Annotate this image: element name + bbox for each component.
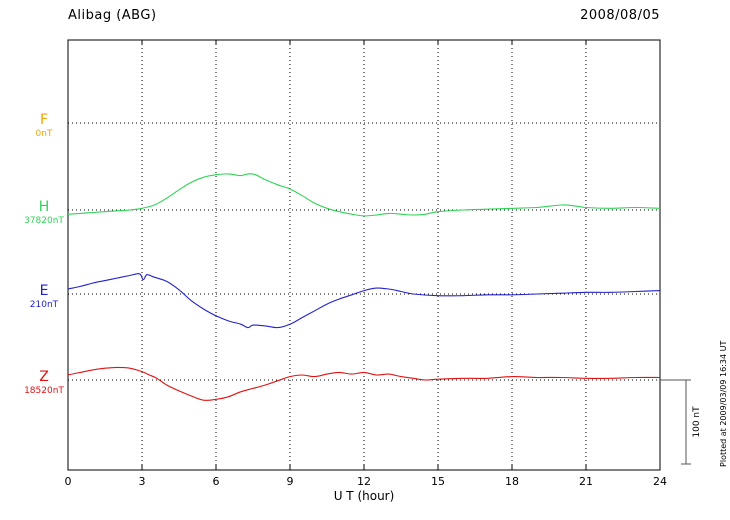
x-tick-label: 24 (653, 475, 667, 488)
trace-E (67, 273, 661, 329)
trace-H (67, 173, 661, 217)
scalebar-label: 100 nT (692, 406, 702, 438)
x-tick-label: 12 (357, 475, 371, 488)
x-axis-label: U T (hour) (334, 489, 395, 503)
plotted-at-label: Plotted at 2009/03/09 16:34 UT (719, 341, 728, 467)
date-label: 2008/08/05 (580, 8, 660, 23)
series-label-Z: Z (39, 369, 49, 385)
series-baseline-value-F: 0nT (36, 129, 53, 139)
x-tick-label: 0 (65, 475, 72, 488)
series-baseline-value-H: 37820nT (24, 216, 64, 226)
series-label-H: H (39, 199, 50, 215)
x-tick-label: 18 (505, 475, 519, 488)
x-tick-label: 21 (579, 475, 593, 488)
series-label-F: F (40, 112, 48, 128)
series-label-E: E (40, 283, 49, 299)
series-baseline-value-Z: 18520nT (24, 386, 64, 396)
x-tick-label: 9 (287, 475, 294, 488)
x-tick-label: 3 (139, 475, 146, 488)
station-title: Alibag (ABG) (68, 8, 157, 23)
trace-Z (67, 366, 661, 401)
x-tick-label: 15 (431, 475, 445, 488)
series-baseline-value-E: 210nT (30, 300, 59, 310)
x-tick-label: 6 (213, 475, 220, 488)
